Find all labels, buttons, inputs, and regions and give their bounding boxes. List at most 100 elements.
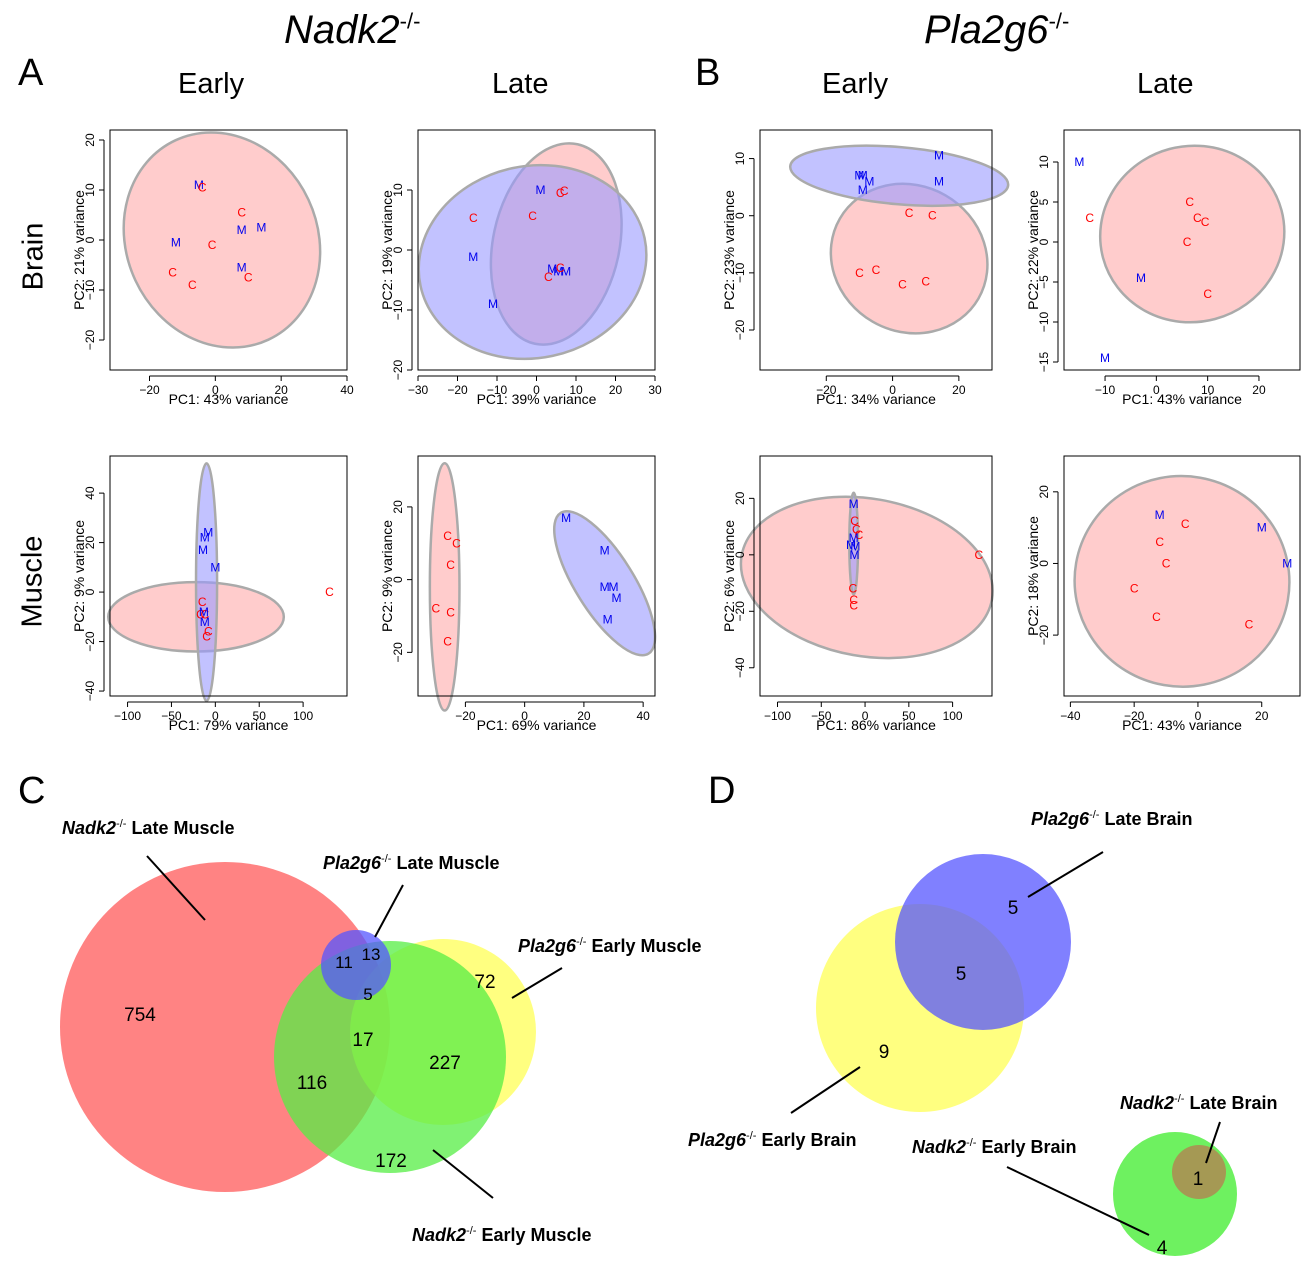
venn-c-label-gene: Nadk2 <box>62 818 117 838</box>
y-axis-label: PC2: 22% variance <box>1025 190 1041 310</box>
control-point: C <box>1162 556 1171 570</box>
mutant-point: M <box>846 538 856 552</box>
x-tick-label: 20 <box>577 709 591 723</box>
venn-d-label-text: Early Brain <box>761 1130 857 1150</box>
mutant-point: M <box>171 236 181 250</box>
mutant-point: M <box>864 174 874 188</box>
control-point: C <box>443 529 452 543</box>
venn-d-leader-pla2g6-late-brain <box>1027 851 1104 898</box>
control-point: C <box>431 602 440 616</box>
control-point: C <box>872 263 881 277</box>
y-tick-label: 0 <box>1037 238 1051 245</box>
control-point: C <box>443 634 452 648</box>
control-point: C <box>556 261 565 275</box>
mutant-point: M <box>256 221 266 235</box>
mutant-point: M <box>600 544 610 558</box>
x-axis-label: PC1: 43% variance <box>1122 717 1242 733</box>
y-tick-label: 10 <box>391 183 405 197</box>
venn-c-count: 172 <box>375 1151 407 1172</box>
control-point: C <box>855 528 864 542</box>
control-point: C <box>544 270 553 284</box>
heading-a-sup: -/- <box>399 8 421 34</box>
y-tick-label: 5 <box>1037 198 1051 205</box>
mutant-point: M <box>210 560 220 574</box>
venn-c-label-sup: -/- <box>381 853 392 865</box>
venn-d-label-gene: Pla2g6 <box>1031 809 1090 829</box>
x-tick-label: 0 <box>212 383 219 397</box>
venn-c-count: 5 <box>363 985 372 1004</box>
mutant-point: M <box>1136 271 1146 285</box>
panel-letter-a: A <box>18 52 44 94</box>
control-point: C <box>452 536 461 550</box>
mutant-point: M <box>849 497 859 511</box>
control-point: C <box>1085 211 1094 225</box>
x-tick-label: 0 <box>1153 383 1160 397</box>
control-point: C <box>1245 617 1254 631</box>
venn-d-label-gene: Pla2g6 <box>688 1130 747 1150</box>
x-tick-label: 0 <box>862 709 869 723</box>
mutant-point: M <box>1100 351 1110 365</box>
venn-c-leader-nadk2-early-muscle <box>432 1149 494 1199</box>
venn-c-leader-nadk2-late-muscle <box>146 855 206 921</box>
plot-frame <box>109 455 348 697</box>
pca-plot: −100 −50 0 50 100 PC1: 79% variance −40 −20 0 20 4… <box>71 455 348 733</box>
x-tick-label: 0 <box>889 383 896 397</box>
venn-c-label-nadk2-late-muscle: Nadk2-/- Late Muscle <box>62 818 234 839</box>
venn-c-label-gene: Nadk2 <box>412 1225 467 1245</box>
venn-c-label-sup: -/- <box>576 936 587 948</box>
control-point: C <box>1181 517 1190 531</box>
y-axis-label: PC2: 19% variance <box>379 190 395 310</box>
y-tick-label: −20 <box>733 601 747 622</box>
mutant-point: M <box>237 223 247 237</box>
control-point: C <box>849 593 858 607</box>
y-tick-label: 20 <box>83 133 97 147</box>
control-ellipse <box>428 462 461 712</box>
x-tick-label: 40 <box>340 383 354 397</box>
x-axis-label: PC1: 79% variance <box>169 717 289 733</box>
mutant-point: M <box>1074 155 1084 169</box>
control-point: C <box>1193 211 1202 225</box>
mutant-point: M <box>535 183 545 197</box>
control-point: C <box>202 630 211 644</box>
heading-b-sup: -/- <box>1048 8 1070 34</box>
mutant-point: M <box>199 605 209 619</box>
control-point: C <box>188 278 197 292</box>
y-tick-label: 40 <box>83 486 97 500</box>
control-ellipse <box>739 495 994 660</box>
control-point: C <box>446 558 455 572</box>
x-tick-label: −50 <box>811 709 832 723</box>
y-tick-label: −20 <box>83 631 97 652</box>
x-tick-label: 100 <box>943 709 963 723</box>
y-tick-label: 0 <box>391 246 405 253</box>
control-point: C <box>200 607 209 621</box>
control-ellipse <box>1098 144 1286 324</box>
venn-c-label-pla2g6-early-muscle: Pla2g6-/- Early Muscle <box>518 936 702 957</box>
column-label-a-late: Late <box>492 68 549 100</box>
y-axis-label: PC2: 9% variance <box>379 520 395 632</box>
x-tick-label: 50 <box>902 709 916 723</box>
y-tick-label: −40 <box>83 681 97 702</box>
control-point: C <box>560 184 569 198</box>
venn-c-label-gene: Pla2g6 <box>323 853 382 873</box>
control-point: C <box>852 522 861 536</box>
x-tick-label: −50 <box>161 709 182 723</box>
control-ellipse <box>122 131 322 349</box>
venn-d: 5 5 9 1 4 <box>790 851 1237 1259</box>
mutant-point: M <box>203 526 213 540</box>
venn-d-label-gene: Nadk2 <box>1120 1093 1175 1113</box>
panel-letter-b: B <box>695 52 721 94</box>
panel-letter-c: C <box>18 770 46 812</box>
heading-b: Pla2g6-/- <box>924 8 1069 53</box>
column-label-b-early: Early <box>822 68 889 100</box>
x-tick-label: −40 <box>1060 709 1081 723</box>
x-tick-label: 30 <box>648 383 662 397</box>
y-tick-label: 0 <box>733 212 747 219</box>
y-tick-label: −20 <box>391 642 405 663</box>
column-label-b-late: Late <box>1137 68 1194 100</box>
x-tick-label: −100 <box>114 709 141 723</box>
x-tick-label: −100 <box>764 709 791 723</box>
y-tick-label: −10 <box>83 279 97 300</box>
